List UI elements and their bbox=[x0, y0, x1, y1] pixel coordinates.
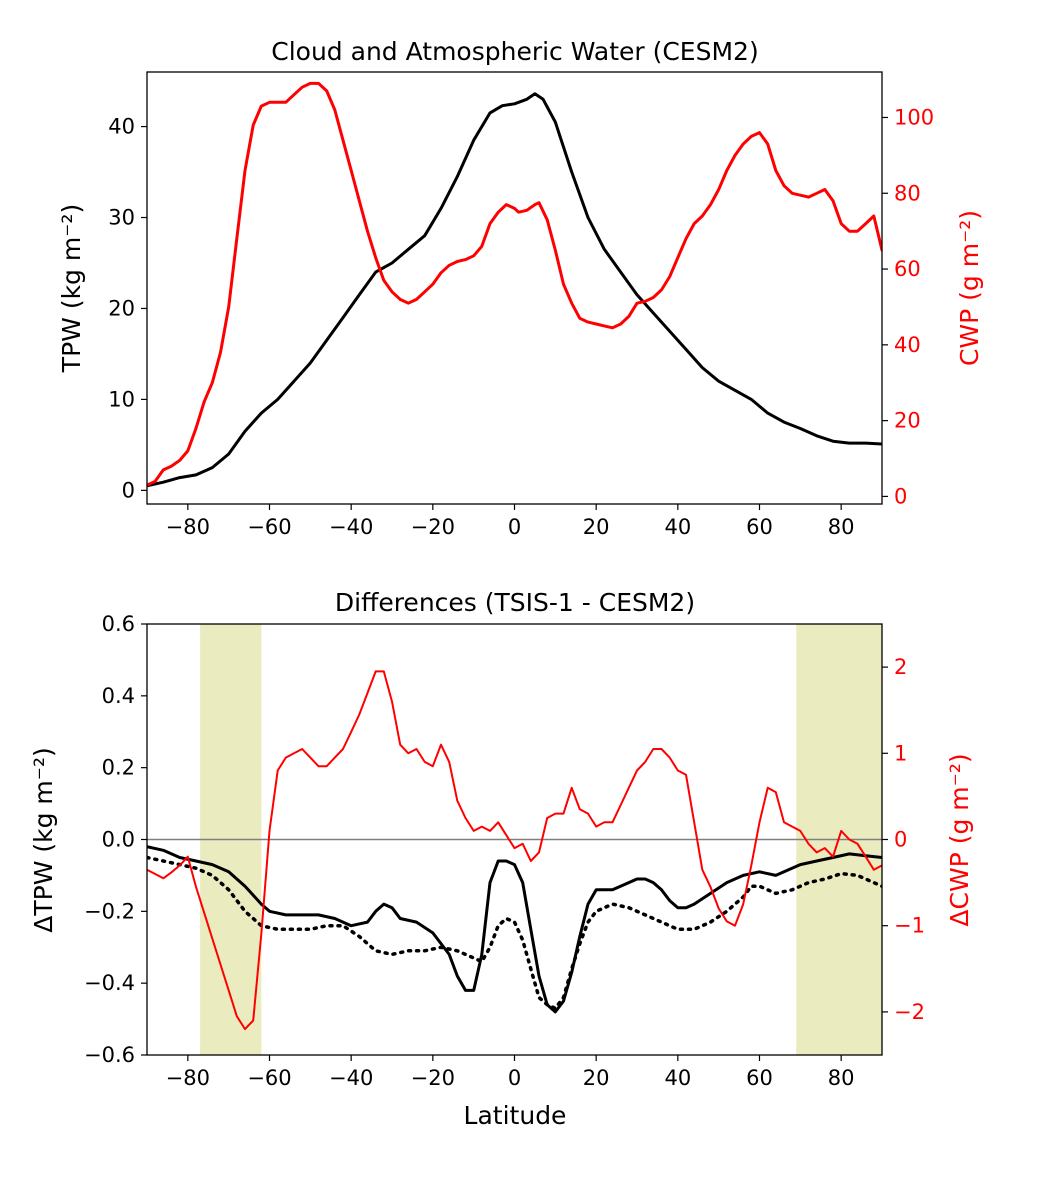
bot-plot-xtick-label-2: −40 bbox=[329, 1066, 373, 1090]
top-plot-ytick-left-label-2: 20 bbox=[108, 296, 135, 320]
bot-plot-ytick-left-label-5: 0.4 bbox=[102, 684, 135, 708]
top-plot-frame bbox=[146, 71, 883, 505]
bottom-left-ylabel: ΔTPW (kg m⁻²) bbox=[29, 747, 58, 933]
top-plot-xtick-label-0: −80 bbox=[166, 515, 210, 539]
top-plot-ytick-right-label-1: 20 bbox=[894, 409, 921, 433]
top-plot-series-1 bbox=[147, 81, 882, 487]
bot-plot-xtick-label-4: 0 bbox=[508, 1066, 521, 1090]
top-right-ylabel: CWP (g m⁻²) bbox=[955, 210, 984, 366]
top-plot-xtick-label-8: 80 bbox=[828, 515, 855, 539]
top-plot-xtick-label-6: 40 bbox=[664, 515, 691, 539]
top-plot-ytick-right-label-0: 0 bbox=[894, 484, 907, 508]
top-plot-ytick-right-label-2: 40 bbox=[894, 333, 921, 357]
top-plot-ytick-left-label-4: 40 bbox=[108, 115, 135, 139]
top-plot-series-group bbox=[147, 81, 882, 488]
top-plot-xtick-label-1: −60 bbox=[247, 515, 291, 539]
bot-plot-xtick-label-8: 80 bbox=[828, 1066, 855, 1090]
bottom-right-ylabel: ΔCWP (g m⁻²) bbox=[945, 753, 974, 926]
top-plot-ytick-right-label-3: 60 bbox=[894, 257, 921, 281]
bot-plot-series-1 bbox=[147, 855, 882, 1011]
top-plot-xtick-label-5: 20 bbox=[583, 515, 610, 539]
bot-plot-series-0 bbox=[147, 845, 882, 1014]
bot-plot-xtick-label-7: 60 bbox=[746, 1066, 773, 1090]
top-plot-series-0 bbox=[147, 92, 882, 488]
bot-plot-ytick-right-label-0: −2 bbox=[894, 1000, 925, 1024]
bot-plot-ytick-right-label-1: −1 bbox=[894, 914, 925, 938]
bot-plot-ytick-left-label-4: 0.2 bbox=[102, 756, 135, 780]
bottom-xlabel: Latitude bbox=[464, 1101, 567, 1130]
bot-plot-ytick-right-label-4: 2 bbox=[894, 655, 907, 679]
top-plot-xtick-label-2: −40 bbox=[329, 515, 373, 539]
top-plot-ytick-right-label-5: 100 bbox=[894, 105, 934, 129]
bot-plot-xtick-label-3: −20 bbox=[411, 1066, 455, 1090]
top-plot-xtick-label-4: 0 bbox=[508, 515, 521, 539]
bot-plot-ytick-left-label-6: 0.6 bbox=[102, 612, 135, 636]
top-plot-ytick-left-label-1: 10 bbox=[108, 387, 135, 411]
top-chart-title: Cloud and Atmospheric Water (CESM2) bbox=[271, 37, 758, 66]
bot-plot-ytick-left-label-1: −0.4 bbox=[84, 971, 135, 995]
top-plot-xtick-label-3: −20 bbox=[411, 515, 455, 539]
bot-plot-ytick-right-label-2: 0 bbox=[894, 828, 907, 852]
top-chart: Cloud and Atmospheric Water (CESM2) −80 −… bbox=[57, 37, 984, 539]
bot-plot-xtick-label-0: −80 bbox=[166, 1066, 210, 1090]
top-plot-ytick-right-label-4: 80 bbox=[894, 181, 921, 205]
bot-plot-ytick-left-label-2: −0.2 bbox=[84, 899, 135, 923]
top-plot-ytick-left-label-0: 0 bbox=[122, 478, 135, 502]
bot-plot-series-2 bbox=[147, 670, 882, 1031]
bot-plot-ytick-left-label-0: −0.6 bbox=[84, 1043, 135, 1067]
top-left-ylabel: TPW (kg m⁻²) bbox=[57, 204, 86, 373]
bot-plot-xtick-label-6: 40 bbox=[664, 1066, 691, 1090]
bot-plot-xtick-label-5: 20 bbox=[583, 1066, 610, 1090]
bottom-chart-title: Differences (TSIS-1 - CESM2) bbox=[335, 588, 695, 617]
bot-plot-ytick-right-label-3: 1 bbox=[894, 741, 907, 765]
bot-plot-ytick-left-label-3: 0.0 bbox=[102, 828, 135, 852]
bottom-chart: Differences (TSIS-1 - CESM2) −80 −60 −40 −2… bbox=[29, 588, 974, 1130]
bot-plot-series-group bbox=[147, 670, 882, 1031]
top-plot-ytick-left-label-3: 30 bbox=[108, 206, 135, 230]
top-plot-xtick-label-7: 60 bbox=[746, 515, 773, 539]
bot-plot-xtick-label-1: −60 bbox=[247, 1066, 291, 1090]
